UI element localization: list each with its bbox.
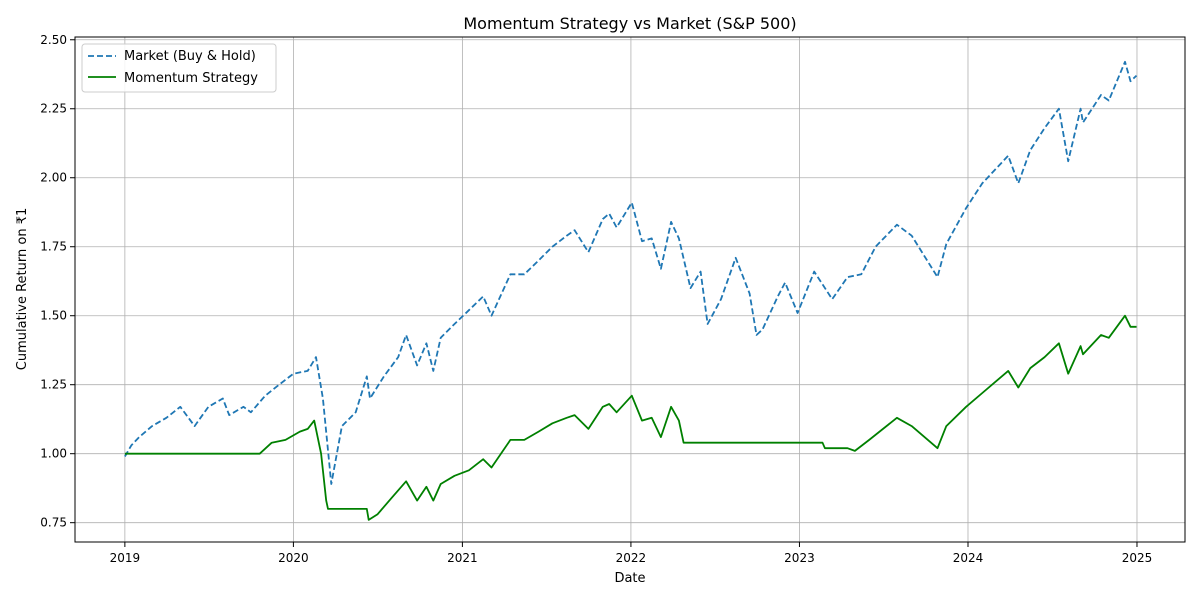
legend: Market (Buy & Hold) Momentum Strategy <box>81 43 277 93</box>
series-momentum-line <box>124 314 1137 521</box>
y-tick-label: 2.00 <box>40 171 67 185</box>
axes-ticks: 2019 2020 2021 2022 2023 2024 2025 0.75 1.00 1.25… <box>40 33 1152 565</box>
legend-momentum-label: Momentum Strategy <box>124 71 258 86</box>
x-tick-label: 2020 <box>278 551 309 565</box>
x-tick-label: 2025 <box>1122 551 1153 565</box>
plot-frame <box>74 36 1186 543</box>
chart-title: Momentum Strategy vs Market (S&P 500) <box>463 14 796 33</box>
series-market-line <box>124 60 1138 485</box>
legend-box <box>81 43 277 93</box>
x-tick-label: 2023 <box>784 551 815 565</box>
series-area <box>124 60 1138 521</box>
x-axis-label: Date <box>614 571 645 586</box>
x-tick-label: 2022 <box>616 551 647 565</box>
y-tick-label: 1.75 <box>40 240 67 254</box>
legend-market-label: Market (Buy & Hold) <box>124 49 256 64</box>
y-tick-label: 0.75 <box>40 516 67 530</box>
grid <box>75 37 1185 542</box>
x-tick-label: 2021 <box>447 551 478 565</box>
y-tick-label: 1.25 <box>40 378 67 392</box>
x-tick-label: 2024 <box>953 551 984 565</box>
y-tick-label: 2.50 <box>40 33 67 47</box>
y-tick-label: 1.50 <box>40 309 67 323</box>
x-tick-label: 2019 <box>110 551 141 565</box>
y-tick-label: 1.00 <box>40 447 67 461</box>
y-tick-label: 2.25 <box>40 102 67 116</box>
y-axis-label: Cumulative Return on ₹1 <box>15 208 30 370</box>
